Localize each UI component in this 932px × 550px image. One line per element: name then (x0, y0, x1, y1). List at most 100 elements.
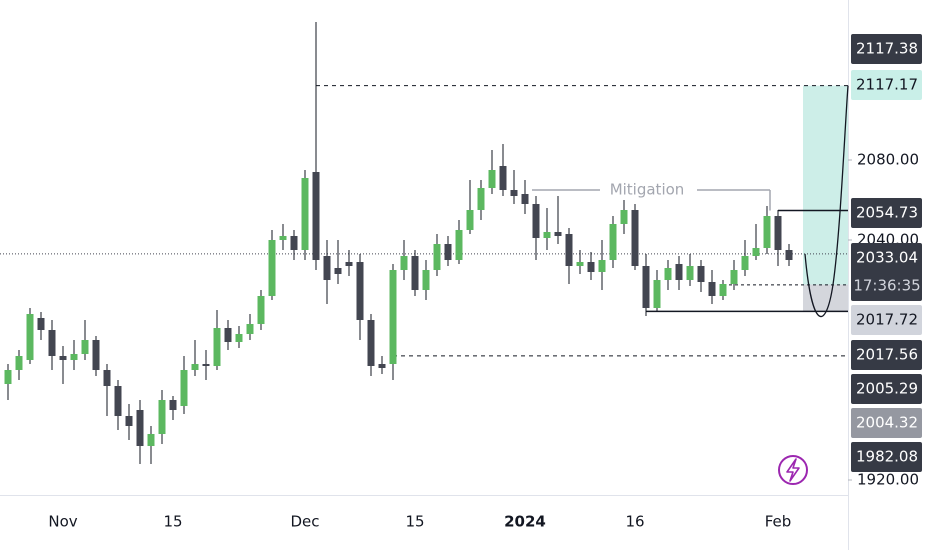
candle-body (81, 340, 89, 354)
price-label-box (851, 198, 922, 228)
target-zone (803, 85, 848, 285)
x-tick-label: 16 (625, 513, 644, 531)
candle-body (323, 256, 331, 280)
candle-body (587, 262, 595, 272)
candle-body (708, 282, 716, 296)
candle-body (367, 320, 375, 366)
candle-body (356, 262, 364, 320)
candle-body (455, 230, 463, 260)
candle-body (466, 210, 474, 230)
candle-body (554, 232, 562, 236)
candle-body (510, 190, 518, 196)
candle-body (598, 260, 606, 272)
x-tick-label: 2024 (504, 513, 546, 531)
candle-body (59, 356, 67, 360)
candle-body (235, 334, 243, 342)
candle-body (378, 364, 386, 368)
candle-body (114, 386, 122, 416)
countdown: 17:36:35 (853, 277, 920, 295)
candle-body (675, 264, 683, 280)
price-label: 2005.29 (856, 380, 918, 398)
candle-body (444, 244, 452, 260)
candle-body (290, 236, 298, 250)
y-tick-label: 2080.00 (857, 151, 919, 169)
candle-body (37, 318, 45, 330)
candle-body (246, 324, 254, 334)
candle-body (103, 370, 111, 386)
candle-body (719, 284, 727, 296)
candle-body (26, 314, 34, 360)
price-label-box (851, 442, 922, 472)
candle-body (411, 256, 419, 290)
x-tick-label: Dec (290, 513, 319, 531)
candle-body (15, 356, 23, 370)
annotation-text: Mitigation (610, 181, 685, 199)
price-label-box (851, 408, 922, 438)
x-tick-label: Nov (48, 513, 77, 531)
candle-body (763, 216, 771, 248)
candle-body (697, 266, 705, 282)
price-label: 1982.08 (856, 448, 918, 466)
price-label: 2033.04 (856, 249, 918, 267)
candle-body (169, 400, 177, 410)
candle-body (576, 262, 584, 266)
candle-body (565, 234, 573, 266)
price-label: 2004.32 (856, 414, 918, 432)
candle-body (620, 210, 628, 224)
x-tick-label: 15 (405, 513, 424, 531)
candle-body (664, 268, 672, 280)
y-tick-label: 1920.00 (857, 471, 919, 489)
price-label-box (851, 243, 922, 301)
price-label-box (851, 305, 922, 335)
lightning-icon[interactable] (778, 455, 808, 485)
price-label-box (851, 70, 922, 100)
candle-body (92, 340, 100, 370)
price-label-box (851, 340, 922, 370)
x-tick-label: Feb (765, 513, 792, 531)
candle-body (136, 410, 144, 446)
price-label: 2017.56 (856, 346, 918, 364)
price-label: 2054.73 (856, 204, 918, 222)
candle-body (433, 244, 441, 270)
candle-body (730, 270, 738, 284)
candle-body (158, 400, 166, 434)
candle-body (202, 364, 210, 366)
candle-body (785, 250, 793, 260)
candle-body (532, 204, 540, 238)
candle-body (334, 268, 342, 274)
price-label: 2117.17 (856, 76, 918, 94)
candle-body (543, 232, 551, 238)
candle-body (631, 210, 639, 266)
candle-body (653, 280, 661, 308)
candle-body (686, 266, 694, 280)
candle-body (213, 328, 221, 366)
candle-body (488, 170, 496, 188)
x-tick-label: 15 (163, 513, 182, 531)
price-label: 2117.38 (856, 40, 918, 58)
candle-body (4, 370, 12, 384)
candle-body (147, 434, 155, 446)
candle-body (48, 330, 56, 356)
candle-body (609, 224, 617, 260)
candle-body (389, 270, 397, 364)
candle-body (499, 166, 507, 190)
candle-body (400, 256, 408, 270)
candle-body (521, 194, 529, 204)
price-label-box (851, 374, 922, 404)
candle-body (301, 178, 309, 250)
candle-body (268, 240, 276, 296)
price-label: 2017.72 (856, 311, 918, 329)
price-label-box (851, 34, 922, 64)
mitigation-zone (803, 284, 848, 312)
candle-body (224, 328, 232, 342)
candle-body (774, 216, 782, 250)
candle-body (279, 236, 287, 240)
candle-body (125, 416, 133, 426)
candle-body (70, 354, 78, 360)
candle-body (642, 266, 650, 308)
candle-body (477, 188, 485, 210)
candle-body (345, 262, 353, 266)
candle-body (312, 172, 320, 260)
candle-body (752, 248, 760, 256)
